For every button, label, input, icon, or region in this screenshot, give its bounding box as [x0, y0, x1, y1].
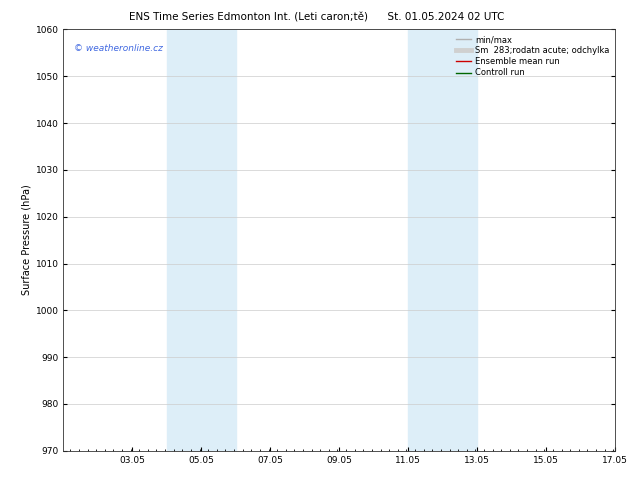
Legend: min/max, Sm  283;rodatn acute; odchylka, Ensemble mean run, Controll run: min/max, Sm 283;rodatn acute; odchylka, … [455, 34, 611, 79]
Bar [408, 29, 477, 451]
Bar [167, 29, 236, 451]
Text: © weatheronline.cz: © weatheronline.cz [74, 44, 164, 53]
Text: ENS Time Series Edmonton Int. (Leti caron;tě)      St. 01.05.2024 02 UTC: ENS Time Series Edmonton Int. (Leti caro… [129, 12, 505, 22]
Y-axis label: Surface Pressure (hPa): Surface Pressure (hPa) [22, 185, 31, 295]
